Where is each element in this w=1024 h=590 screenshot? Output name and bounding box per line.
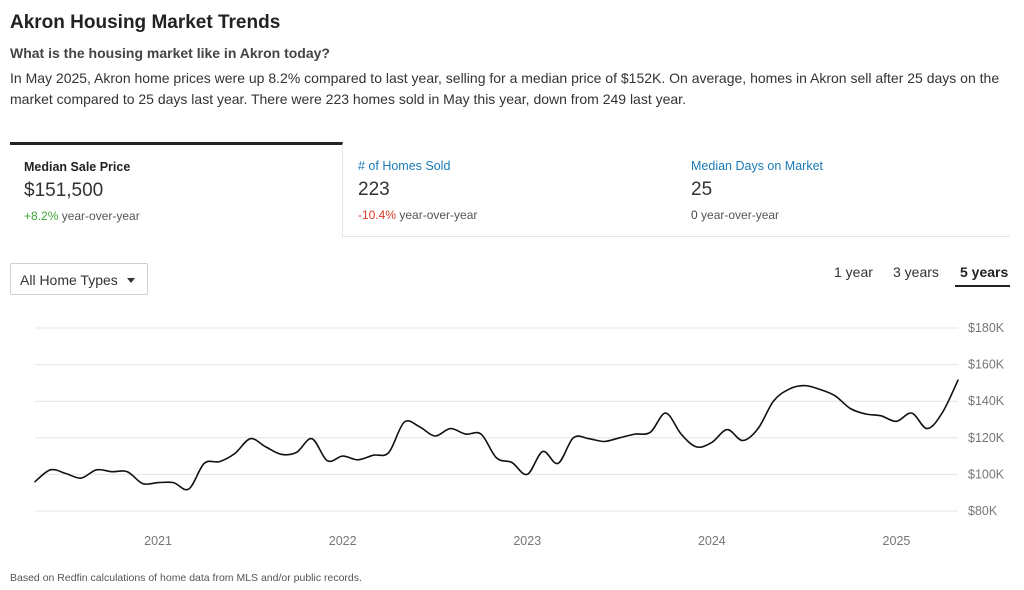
range-3-years[interactable]: 3 years [893, 264, 939, 280]
median-price-chart: $80K $100K $120K $140K $160K $180K 2021 2022 20… [34, 321, 1005, 548]
tab-label: # of Homes Sold [358, 159, 451, 173]
tab-median-sale-price[interactable]: Median Sale Price $151,500 +8.2% year-ov… [10, 142, 343, 237]
change-percent: -10.4% [358, 208, 397, 222]
tab-change: -10.4% year-over-year [358, 208, 677, 222]
section-subtitle: What is the housing market like in Akron… [10, 45, 330, 61]
market-summary: In May 2025, Akron home prices were up 8… [10, 70, 1000, 107]
metric-tabs: Median Sale Price $151,500 +8.2% year-ov… [10, 142, 1010, 237]
tab-value: $151,500 [24, 180, 104, 201]
active-range-indicator [955, 285, 1010, 287]
tab-value: 223 [358, 179, 390, 200]
home-type-selected: All Home Types [20, 272, 118, 288]
tab-change: +8.2% year-over-year [24, 209, 342, 223]
x-tick-label: 2021 [144, 534, 172, 548]
tab-label: Median Days on Market [691, 159, 824, 173]
x-tick-label: 2023 [513, 534, 541, 548]
data-source-note: Based on Redfin calculations of home dat… [10, 572, 362, 584]
change-suffix: year-over-year [58, 209, 140, 223]
y-tick-label: $80K [968, 504, 998, 518]
home-type-select[interactable]: All Home Types [10, 263, 148, 295]
caret-down-icon [127, 278, 135, 283]
tab-days-on-market[interactable]: Median Days on Market 25 0 year-over-yea… [677, 142, 1010, 236]
x-tick-label: 2022 [329, 534, 357, 548]
tab-homes-sold[interactable]: # of Homes Sold 223 -10.4% year-over-yea… [344, 142, 677, 236]
y-tick-label: $140K [968, 394, 1005, 408]
tab-value: 25 [691, 179, 713, 200]
y-tick-label: $100K [968, 467, 1005, 481]
x-tick-label: 2025 [883, 534, 911, 548]
change-percent: +8.2% [24, 209, 59, 223]
change-suffix: year-over-year [396, 208, 478, 222]
median-price-line [34, 379, 959, 491]
y-tick-label: $160K [968, 358, 1005, 372]
range-1-year[interactable]: 1 year [834, 264, 873, 280]
change-suffix: year-over-year [697, 208, 780, 222]
tab-change: 0 year-over-year [691, 208, 1010, 222]
range-5-years[interactable]: 5 years [960, 264, 1009, 280]
y-tick-label: $180K [968, 321, 1005, 335]
x-tick-label: 2024 [698, 534, 726, 548]
page-title: Akron Housing Market Trends [10, 12, 281, 33]
y-tick-label: $120K [968, 431, 1005, 445]
change-percent: 0 [691, 208, 698, 222]
tab-label: Median Sale Price [24, 160, 131, 174]
